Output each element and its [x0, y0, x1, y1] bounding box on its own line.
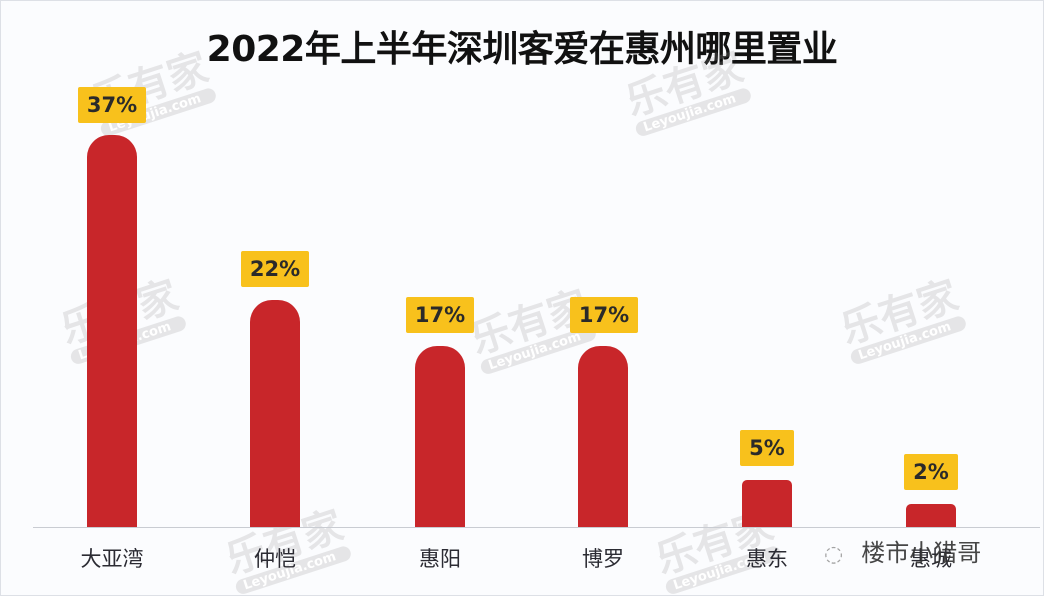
- data-label: 5%: [740, 430, 794, 466]
- bar-dayawan: [87, 135, 137, 527]
- x-tick-label: 仲恺: [254, 547, 296, 571]
- x-tick-label: 惠东: [746, 547, 788, 571]
- data-label: 22%: [241, 251, 309, 287]
- bar-boluo: [578, 346, 628, 527]
- bar-zhongkai: [250, 300, 300, 527]
- x-tick-label: 大亚湾: [80, 547, 144, 571]
- data-label: 17%: [406, 297, 474, 333]
- x-tick-label: 博罗: [582, 547, 624, 571]
- bar-huiyang: [415, 346, 465, 527]
- x-tick-label: 惠城: [910, 547, 952, 571]
- x-tick-label: 惠阳: [419, 547, 461, 571]
- bar-huicheng: [906, 504, 956, 527]
- data-label: 2%: [904, 454, 958, 490]
- data-label: 17%: [570, 297, 638, 333]
- author-signature: ◌ 楼市小猎哥: [824, 539, 982, 567]
- bar-huidong: [742, 480, 792, 527]
- chart-title: 2022年上半年深圳客爱在惠州哪里置业: [206, 29, 838, 70]
- data-label: 37%: [78, 87, 146, 123]
- x-axis-line: [33, 527, 1040, 528]
- wechat-icon: ◌: [824, 542, 844, 567]
